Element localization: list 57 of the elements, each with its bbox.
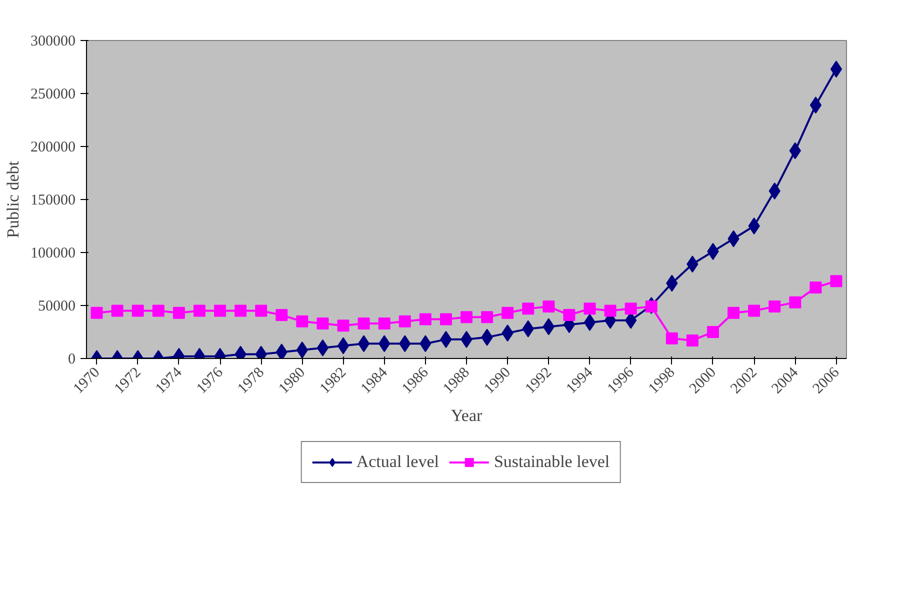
point (522, 302, 534, 315)
y-tick-label: 150000 (30, 192, 76, 208)
point (214, 304, 226, 317)
point (789, 296, 802, 308)
point (276, 344, 288, 358)
point (337, 320, 350, 332)
point (132, 304, 144, 317)
y-axis-title: Public debt (4, 160, 22, 238)
point (830, 60, 842, 78)
point (90, 306, 103, 319)
point (111, 304, 124, 317)
point (255, 304, 268, 317)
point (810, 281, 822, 294)
x-axis-title: Year (450, 406, 482, 425)
point (604, 304, 616, 317)
point (830, 275, 842, 288)
point (316, 339, 329, 356)
point (152, 304, 164, 317)
point (686, 334, 698, 346)
y-tick-label: 0 (68, 352, 76, 368)
point (172, 306, 185, 319)
point (542, 300, 555, 313)
point (398, 315, 411, 328)
point (276, 309, 288, 322)
point (748, 218, 760, 234)
y-tick-label: 200000 (30, 140, 76, 156)
point (296, 342, 308, 358)
point (584, 314, 596, 331)
point (296, 315, 308, 328)
point (768, 300, 781, 313)
point (563, 309, 576, 322)
point (706, 326, 719, 338)
point (645, 300, 658, 313)
point (666, 332, 678, 344)
y-tick-label: 250000 (30, 86, 76, 102)
point (378, 318, 390, 330)
point (624, 302, 637, 315)
point (234, 304, 247, 317)
point (460, 311, 472, 324)
legend-label: Sustainable level (494, 452, 610, 472)
point (193, 304, 206, 317)
legend-label: Actual level (356, 452, 439, 472)
y-tick-label: 300000 (30, 34, 76, 50)
point (358, 318, 370, 330)
point (584, 302, 596, 315)
point (481, 311, 494, 324)
point (419, 313, 432, 326)
point (502, 306, 514, 319)
point (748, 304, 760, 317)
point (810, 96, 822, 114)
point (337, 337, 350, 354)
point (316, 318, 329, 330)
point (358, 335, 370, 352)
y-tick-label: 100000 (30, 246, 76, 262)
y-tick-label: 50000 (38, 298, 76, 314)
point (728, 306, 740, 319)
point (440, 313, 452, 326)
